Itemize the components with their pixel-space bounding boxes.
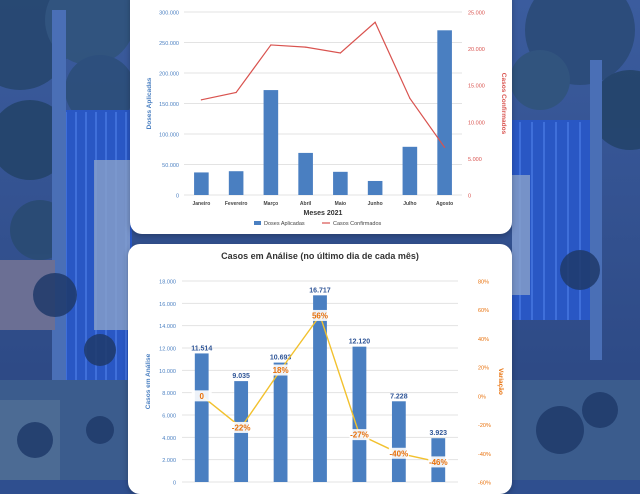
bar-value-label: 3.923 xyxy=(430,430,448,437)
y2-tick-label: 20% xyxy=(478,366,489,372)
y2-tick-label: 25.000 xyxy=(468,11,485,17)
variacao-label: -22% xyxy=(232,423,251,432)
variacao-label-bg xyxy=(191,390,212,402)
variacao-label-bg xyxy=(428,456,449,468)
x-tick-label: Março xyxy=(264,201,279,207)
y-tick-label: 0 xyxy=(173,481,176,487)
x-tick-label: Maio xyxy=(335,201,346,207)
variacao-label: 0 xyxy=(199,392,204,401)
white-pillar-right xyxy=(512,175,530,295)
variacao-label: 56% xyxy=(312,311,328,320)
y2-tick-label: 80% xyxy=(478,280,489,286)
y-tick-label: 4.000 xyxy=(162,436,176,442)
bar-casos-analise-0 xyxy=(194,353,209,482)
y2-axis-title: Variação xyxy=(497,368,504,395)
variacao-label-bg xyxy=(310,309,330,321)
legend-label-doses: Doses Aplicadas xyxy=(264,221,305,227)
bar-doses-2 xyxy=(263,90,279,195)
y-tick-label: 8.000 xyxy=(162,391,176,397)
y-tick-label: 14.000 xyxy=(159,324,176,330)
chart-casos-analise: Casos em Análise (no último dia de cada … xyxy=(145,251,504,487)
y2-tick-label: 10.000 xyxy=(468,120,485,126)
y-tick-label: 12.000 xyxy=(159,347,176,353)
point-casos-6 xyxy=(409,97,411,99)
variacao-label: -46% xyxy=(429,458,448,467)
bar-value-label: 12.120 xyxy=(349,339,371,346)
y-tick-label: 6.000 xyxy=(162,414,176,420)
y-tick-label: 150.000 xyxy=(159,102,179,108)
x-tick-label: Abril xyxy=(300,201,312,207)
y2-tick-label: 0% xyxy=(478,394,486,400)
legend-swatch-doses xyxy=(254,221,261,225)
bar-doses-4 xyxy=(333,171,348,195)
virus-decorations xyxy=(17,250,618,458)
y2-tick-label: 20.000 xyxy=(468,47,485,53)
bar-doses-6 xyxy=(402,146,418,195)
x-tick-label: Fevereiro xyxy=(225,201,248,207)
bar-casos-analise-4 xyxy=(352,346,367,482)
bar-doses-7 xyxy=(437,30,452,195)
variacao-label-bg xyxy=(231,421,252,433)
chart-doses-casos: 0 50.000 100.000 150.000 200.000 250.000 300.0… xyxy=(146,11,507,228)
y2-tick-label: -20% xyxy=(478,423,491,429)
chart-casos-analise-panel: Casos em Análise (no último dia de cada … xyxy=(128,244,512,494)
legend-label-casos: Casos Confirmados xyxy=(333,221,382,227)
variacao-label: 18% xyxy=(273,366,289,375)
bar-value-label: 9.035 xyxy=(232,373,250,380)
y-tick-label: 300.000 xyxy=(159,11,179,17)
y-tick-label: 200.000 xyxy=(159,72,179,78)
x-tick-label: Junho xyxy=(368,201,383,207)
y-axis-title: Casos em Análise xyxy=(145,353,152,409)
y-tick-label: 10.000 xyxy=(159,369,176,375)
y-tick-label: 100.000 xyxy=(159,133,179,139)
chart-title: Casos em Análise (no último dia de cada … xyxy=(221,251,419,261)
chart-doses-casos-panel: 0 50.000 100.000 150.000 200.000 250.000 300.0… xyxy=(130,0,512,234)
y2-tick-label: -40% xyxy=(478,452,491,458)
point-casos-0 xyxy=(200,99,202,101)
variacao-label-bg xyxy=(388,447,409,459)
variacao-label-bg xyxy=(270,364,291,376)
y-axis-title: Doses Aplicadas xyxy=(146,77,153,129)
bar-doses-1 xyxy=(228,171,244,195)
y-tick-label: 50.000 xyxy=(162,163,179,169)
bar-value-label: 7.228 xyxy=(390,393,408,400)
bar-doses-5 xyxy=(367,180,383,195)
y2-axis-title: Casos Confirmados xyxy=(500,73,507,135)
bar-casos-analise-5 xyxy=(391,401,406,482)
point-casos-7 xyxy=(444,146,446,149)
y2-tick-label: 60% xyxy=(478,308,489,314)
bar-casos-analise-2 xyxy=(273,362,288,482)
point-casos-2 xyxy=(270,44,272,46)
y2-tick-label: 0 xyxy=(468,194,471,200)
point-casos-4 xyxy=(339,52,341,54)
x-tick-label: Agosto xyxy=(436,201,453,207)
y2-tick-label: 5.000 xyxy=(468,157,482,163)
white-pillar xyxy=(94,160,130,330)
y2-tick-label: 15.000 xyxy=(468,84,485,90)
y-tick-label: 0 xyxy=(176,194,179,200)
variacao-label: -27% xyxy=(350,431,369,440)
bar-value-label: 16.717 xyxy=(309,287,331,294)
y-tick-label: 18.000 xyxy=(159,280,176,286)
y-tick-label: 16.000 xyxy=(159,302,176,308)
bar-value-label: 11.514 xyxy=(191,345,212,352)
foliage-right xyxy=(510,0,640,150)
y-tick-label: 2.000 xyxy=(162,458,176,464)
variacao-label-bg xyxy=(349,429,370,441)
bar-value-label: 10.693 xyxy=(270,355,292,362)
x-axis-title: Meses 2021 xyxy=(304,210,343,217)
x-tick-label: Janeiro xyxy=(192,201,210,207)
point-casos-3 xyxy=(305,46,307,48)
bar-doses-0 xyxy=(194,172,209,195)
point-casos-1 xyxy=(235,91,237,94)
variacao-label: -40% xyxy=(390,449,409,458)
line-casos-confirmados xyxy=(201,21,446,148)
y2-tick-label: -60% xyxy=(478,481,491,487)
point-casos-5 xyxy=(374,21,376,23)
bar-doses-3 xyxy=(298,152,313,195)
x-tick-label: Julho xyxy=(403,201,416,207)
bar-casos-analise-3 xyxy=(313,295,327,482)
y-tick-label: 250.000 xyxy=(159,41,179,47)
y2-tick-label: 40% xyxy=(478,337,489,343)
